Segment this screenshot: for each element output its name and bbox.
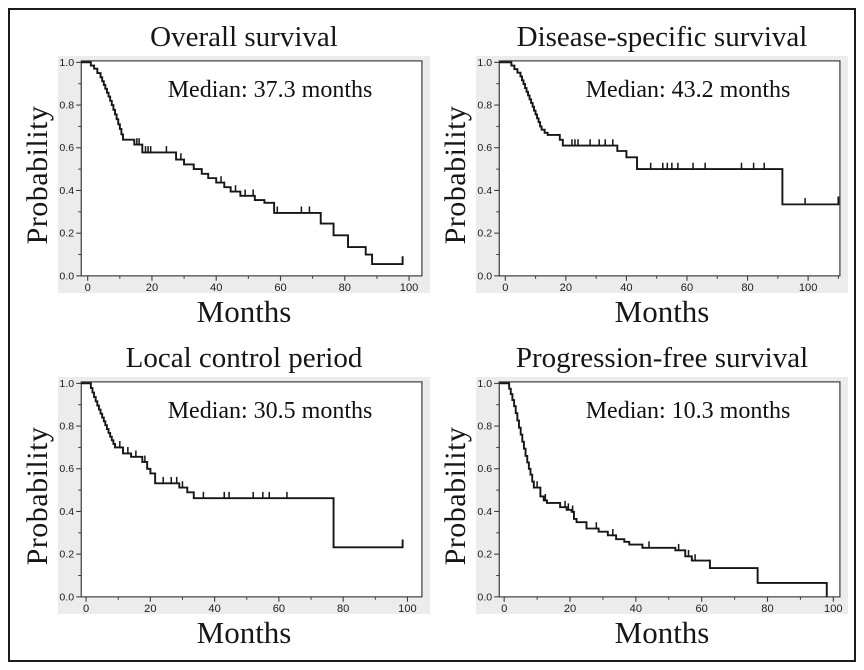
- x-tick-label: 60: [695, 603, 707, 614]
- y-tick-label: 0.6: [59, 143, 74, 154]
- x-axis-label: Months: [614, 615, 710, 650]
- y-tick-label: 0.4: [477, 507, 492, 518]
- y-tick-label: 0.2: [477, 550, 492, 561]
- y-tick-label: 0.8: [59, 422, 74, 433]
- y-tick-label: 0.6: [477, 464, 492, 475]
- km-plot-svg: 0 20 40 60 80 100 0.0 0.2 0.4 0.6 0.8 1.0: [477, 58, 841, 293]
- median-annotation: Median: 37.3 months: [167, 77, 373, 103]
- x-tick-label: 100: [398, 603, 417, 614]
- chart-title: Disease-specific survival: [516, 21, 808, 53]
- km-plot-svg: 0 20 40 60 80 100 0.0 0.2 0.4 0.6 0.8 1.0: [477, 379, 843, 614]
- y-tick-label: 0.6: [59, 464, 74, 475]
- x-tick-label: 20: [146, 282, 158, 293]
- median-annotation: Median: 30.5 months: [167, 398, 373, 424]
- y-axis-label-box: Probability: [436, 56, 476, 293]
- y-axis-label: Probability: [439, 426, 472, 565]
- plot-panel: 0 20 40 60 80 100 0.0 0.2 0.4 0.6 0.8 1.0 Median: 3…: [58, 56, 430, 293]
- chart-body: Probability 0 20 40 60 80 100 0.0 0.2 0.4 0.6 0.8 1…: [18, 377, 430, 614]
- x-tick-label: 40: [620, 282, 632, 293]
- y-tick-label: 0.4: [477, 186, 492, 197]
- x-tick-label: 80: [741, 282, 753, 293]
- y-tick-label: 0.0: [477, 271, 492, 282]
- chart-body: Probability 0 20 40 60 80 100 0.0 0.2 0.4 0.6 0.8 1…: [436, 377, 848, 614]
- chart-body: Probability 0 20 40 60 80 100 0.0 0.2 0.4 0.6 0.8 1…: [18, 56, 430, 293]
- chart-title: Overall survival: [150, 21, 338, 53]
- chart-title: Progression-free survival: [515, 342, 809, 374]
- x-tick-label: 80: [337, 603, 349, 614]
- x-tick-label: 0: [502, 282, 508, 293]
- y-axis-label: Probability: [439, 105, 472, 244]
- y-tick-label: 0.0: [59, 592, 74, 603]
- plot-area: [80, 381, 423, 598]
- km-chart-progression-free-survival: Progression-free survival Probability 0 2…: [436, 341, 848, 652]
- y-axis-label-box: Probability: [18, 56, 58, 293]
- km-chart-overall-survival: Overall survival Probability 0 20 40 60 80 10…: [18, 20, 430, 331]
- y-tick-label: 0.0: [59, 271, 74, 282]
- y-tick-label: 1.0: [477, 58, 492, 69]
- x-tick-label: 40: [208, 603, 220, 614]
- x-tick-label: 80: [761, 603, 773, 614]
- x-tick-label: 0: [501, 603, 507, 614]
- y-tick-label: 0.8: [59, 101, 74, 112]
- y-tick-label: 0.4: [59, 186, 74, 197]
- x-tick-label: 20: [144, 603, 156, 614]
- y-axis-label: Probability: [21, 105, 54, 244]
- chart-body: Probability 0 20 40 60 80 100 0.0 0.2 0.4 0.6 0.8 1…: [436, 56, 848, 293]
- survival-curve: [81, 382, 404, 549]
- x-tick-label: 40: [630, 603, 642, 614]
- km-chart-local-control-period: Local control period Probability 0 20 40 60…: [18, 341, 430, 652]
- survival-curve: [81, 61, 404, 266]
- x-tick-label: 60: [274, 282, 286, 293]
- y-axis-label: Probability: [21, 426, 54, 565]
- x-tick-label: 80: [339, 282, 351, 293]
- y-tick-label: 0.8: [477, 422, 492, 433]
- y-tick-label: 1.0: [59, 58, 74, 69]
- y-tick-label: 0.2: [59, 229, 74, 240]
- x-tick-label: 40: [210, 282, 222, 293]
- x-axis-label: Months: [196, 615, 292, 650]
- km-plot-svg: 0 20 40 60 80 100 0.0 0.2 0.4 0.6 0.8 1.0: [59, 58, 423, 293]
- survival-curve: [499, 61, 840, 206]
- x-tick-label: 0: [85, 282, 91, 293]
- y-tick-label: 0.4: [59, 507, 74, 518]
- median-annotation: Median: 43.2 months: [585, 77, 791, 103]
- y-axis-label-box: Probability: [18, 377, 58, 614]
- y-tick-label: 0.0: [477, 592, 492, 603]
- plot-panel: 0 20 40 60 80 100 0.0 0.2 0.4 0.6 0.8 1.0 Median: 3…: [58, 377, 430, 614]
- survival-curve: [499, 382, 828, 597]
- y-tick-label: 0.6: [477, 143, 492, 154]
- plot-area: [498, 381, 841, 598]
- plot-panel: 0 20 40 60 80 100 0.0 0.2 0.4 0.6 0.8 1.0 Median: 1…: [476, 377, 848, 614]
- chart-title: Local control period: [125, 342, 363, 374]
- x-tick-label: 100: [400, 282, 419, 293]
- x-tick-label: 60: [273, 603, 285, 614]
- figure-frame: Overall survival Probability 0 20 40 60 80 10…: [8, 8, 856, 662]
- y-tick-label: 0.2: [477, 229, 492, 240]
- x-tick-label: 60: [681, 282, 693, 293]
- y-tick-label: 1.0: [59, 379, 74, 390]
- median-annotation: Median: 10.3 months: [585, 398, 791, 424]
- y-tick-label: 0.2: [59, 550, 74, 561]
- plot-area: [80, 60, 423, 277]
- x-tick-label: 100: [799, 282, 818, 293]
- x-axis-label: Months: [196, 294, 292, 329]
- x-axis-label: Months: [614, 294, 710, 329]
- y-axis-label-box: Probability: [436, 377, 476, 614]
- x-tick-label: 100: [824, 603, 843, 614]
- plot-panel: 0 20 40 60 80 100 0.0 0.2 0.4 0.6 0.8 1.0 Median: 4…: [476, 56, 848, 293]
- km-chart-disease-specific-survival: Disease-specific survival Probability 0 2…: [436, 20, 848, 331]
- y-tick-label: 1.0: [477, 379, 492, 390]
- x-tick-label: 20: [560, 282, 572, 293]
- y-tick-label: 0.8: [477, 101, 492, 112]
- x-tick-label: 20: [564, 603, 576, 614]
- km-plot-svg: 0 20 40 60 80 100 0.0 0.2 0.4 0.6 0.8 1.0: [59, 379, 423, 614]
- x-tick-label: 0: [83, 603, 89, 614]
